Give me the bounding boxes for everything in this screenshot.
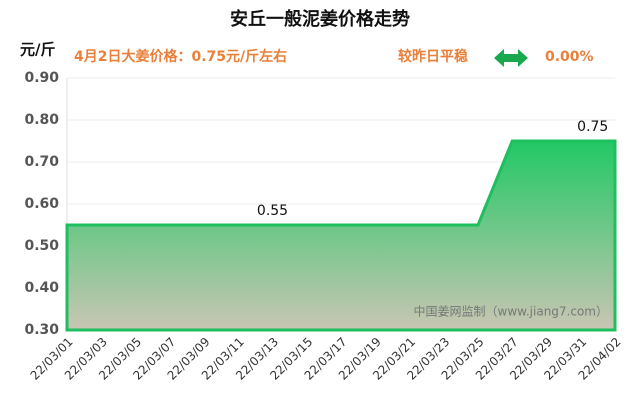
- change-value: 0.00%: [545, 49, 594, 65]
- y-unit: 元/斤: [20, 41, 55, 59]
- data-label: 0.75: [577, 119, 608, 135]
- area-fill: [65, 139, 617, 332]
- y-tick-label: 0.70: [24, 154, 59, 170]
- y-tick-label: 0.40: [24, 280, 59, 296]
- headline: 4月2日大姜价格：0.75元/斤左右: [74, 48, 287, 65]
- chart-title: 安丘一般泥姜价格走势: [230, 8, 410, 30]
- y-tick-label: 0.50: [24, 238, 59, 254]
- watermark: 中国姜网监制（www.jiang7.com）: [414, 304, 608, 319]
- y-tick-label: 0.80: [24, 112, 59, 128]
- y-tick-label: 0.30: [24, 322, 59, 338]
- y-tick-label: 0.60: [24, 196, 59, 212]
- change-text: 较昨日平稳: [398, 48, 468, 65]
- arrow-icon: [494, 49, 528, 67]
- y-tick-label: 0.90: [24, 70, 59, 86]
- data-label: 0.55: [257, 203, 288, 219]
